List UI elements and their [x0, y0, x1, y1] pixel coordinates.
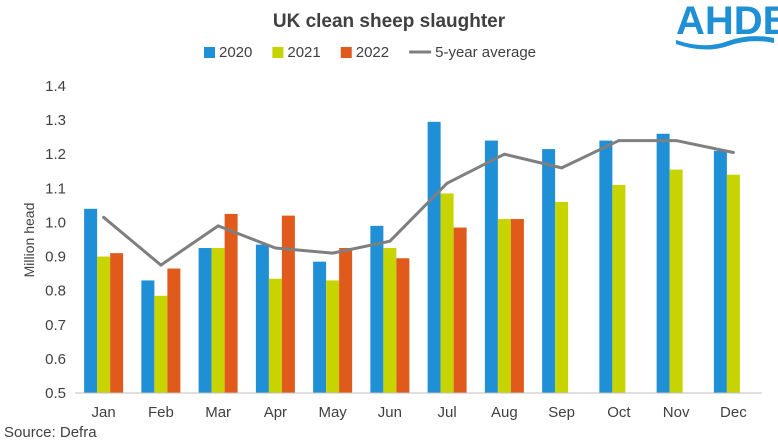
bar-2020-Oct [599, 140, 613, 393]
bar-2021-Feb [154, 295, 168, 393]
legend-item-2022: 2022 [340, 44, 389, 61]
x-tick-label: Feb [148, 404, 174, 421]
y-tick-label: 0.9 [45, 249, 66, 266]
bar-2020-Jun [370, 225, 384, 393]
bar-2020-Dec [713, 150, 727, 393]
bar-2022-Jun [396, 258, 410, 393]
bar-2021-Jan [97, 256, 111, 393]
line-point-Mar [216, 224, 220, 228]
y-tick-label: 0.6 [45, 351, 66, 368]
bar-2020-Sep [542, 149, 556, 393]
legend-swatch [340, 47, 352, 58]
bar-2021-Aug [497, 219, 511, 393]
line-point-Feb [159, 263, 163, 267]
x-tick-label: Jul [438, 404, 457, 421]
bar-2021-Dec [726, 174, 740, 393]
line-point-Nov [674, 139, 678, 143]
legend: 2020 2021 2022 5-year average [204, 44, 536, 61]
legend-label: 5-year average [435, 44, 536, 61]
bar-2020-Aug [484, 140, 498, 393]
bar-2021-Oct [612, 184, 626, 393]
y-tick-label: 1.1 [45, 180, 66, 197]
line-point-May [331, 251, 335, 255]
line-series-5-year average [102, 139, 734, 267]
bar-2020-Feb [141, 280, 155, 393]
bar-2021-May [326, 280, 340, 393]
bar-2020-Jul [427, 121, 441, 394]
bar-2020-May [313, 261, 327, 393]
x-tick-label: Apr [264, 404, 287, 421]
bar-2021-Jun [383, 248, 397, 393]
bar-2022-Apr [281, 215, 295, 393]
bar-2020-Jan [84, 208, 98, 393]
bar-2022-Jul [453, 227, 467, 393]
bar-2021-Apr [268, 278, 282, 393]
x-tick-label: Sep [548, 404, 575, 421]
y-tick-label: 1.3 [45, 112, 66, 129]
legend-item-5-year average: 5-year average [409, 44, 536, 61]
y-tick-label: 1.2 [45, 146, 66, 163]
line-point-Dec [731, 151, 735, 155]
bar-2022-May [339, 248, 353, 393]
x-axis-ticks: Jan Feb Mar Apr May Jun Jul Aug Sep Oct Nov Dec [92, 404, 748, 421]
bar-2021-Mar [211, 248, 225, 393]
legend-item-2020: 2020 [204, 44, 252, 61]
legend-item-2021: 2021 [272, 44, 321, 61]
x-tick-label: Jan [92, 404, 116, 421]
bar-2020-Apr [255, 244, 269, 393]
y-axis-ticks: 0.5 0.6 0.7 0.8 0.9 1.0 1.1 1.2 1.3 1.4 [45, 78, 66, 402]
chart-title: UK clean sheep slaughter [273, 11, 506, 32]
ahdb-logo: AHDB [676, 0, 778, 50]
bar-2020-Mar [198, 248, 212, 393]
y-tick-label: 0.7 [45, 317, 66, 334]
bar-2022-Aug [510, 219, 524, 393]
x-tick-label: Dec [720, 404, 747, 421]
bar-2021-Sep [555, 201, 569, 393]
x-tick-label: Aug [491, 404, 518, 421]
line-point-Sep [560, 166, 564, 170]
average-line [102, 139, 735, 267]
line-point-Oct [617, 139, 621, 143]
bar-2022-Feb [167, 268, 181, 393]
x-tick-label: Mar [205, 404, 231, 421]
line-point-Jun [388, 239, 392, 243]
legend-label: 2021 [287, 44, 320, 61]
line-point-Apr [273, 246, 277, 250]
x-tick-label: Oct [607, 404, 631, 421]
y-tick-label: 0.8 [45, 283, 66, 300]
y-tick-label: 0.5 [45, 385, 66, 402]
x-tick-label: May [318, 404, 347, 421]
y-tick-label: 1.4 [45, 78, 66, 95]
legend-label: 2020 [219, 44, 252, 61]
legend-swatch [272, 47, 284, 58]
legend-swatch [204, 47, 215, 58]
line-point-Aug [502, 152, 506, 156]
bar-2020-Nov [656, 133, 670, 393]
x-tick-label: Jun [378, 404, 402, 421]
logo-text: AHDB [676, 0, 778, 43]
legend-label: 2022 [356, 44, 389, 61]
y-axis-label: Million head [21, 203, 37, 278]
source-note: Source: Defra [4, 424, 97, 441]
line-point-Jan [102, 215, 106, 219]
bar-2022-Mar [224, 213, 238, 393]
bar-2021-Nov [669, 169, 683, 393]
bars [84, 121, 740, 394]
y-tick-label: 1.0 [45, 214, 66, 231]
line-point-Jul [445, 181, 449, 185]
x-tick-label: Nov [663, 404, 690, 421]
bar-2022-Jan [110, 253, 124, 393]
bar-2021-Jul [440, 193, 454, 393]
logo-swoosh-icon [676, 36, 774, 50]
